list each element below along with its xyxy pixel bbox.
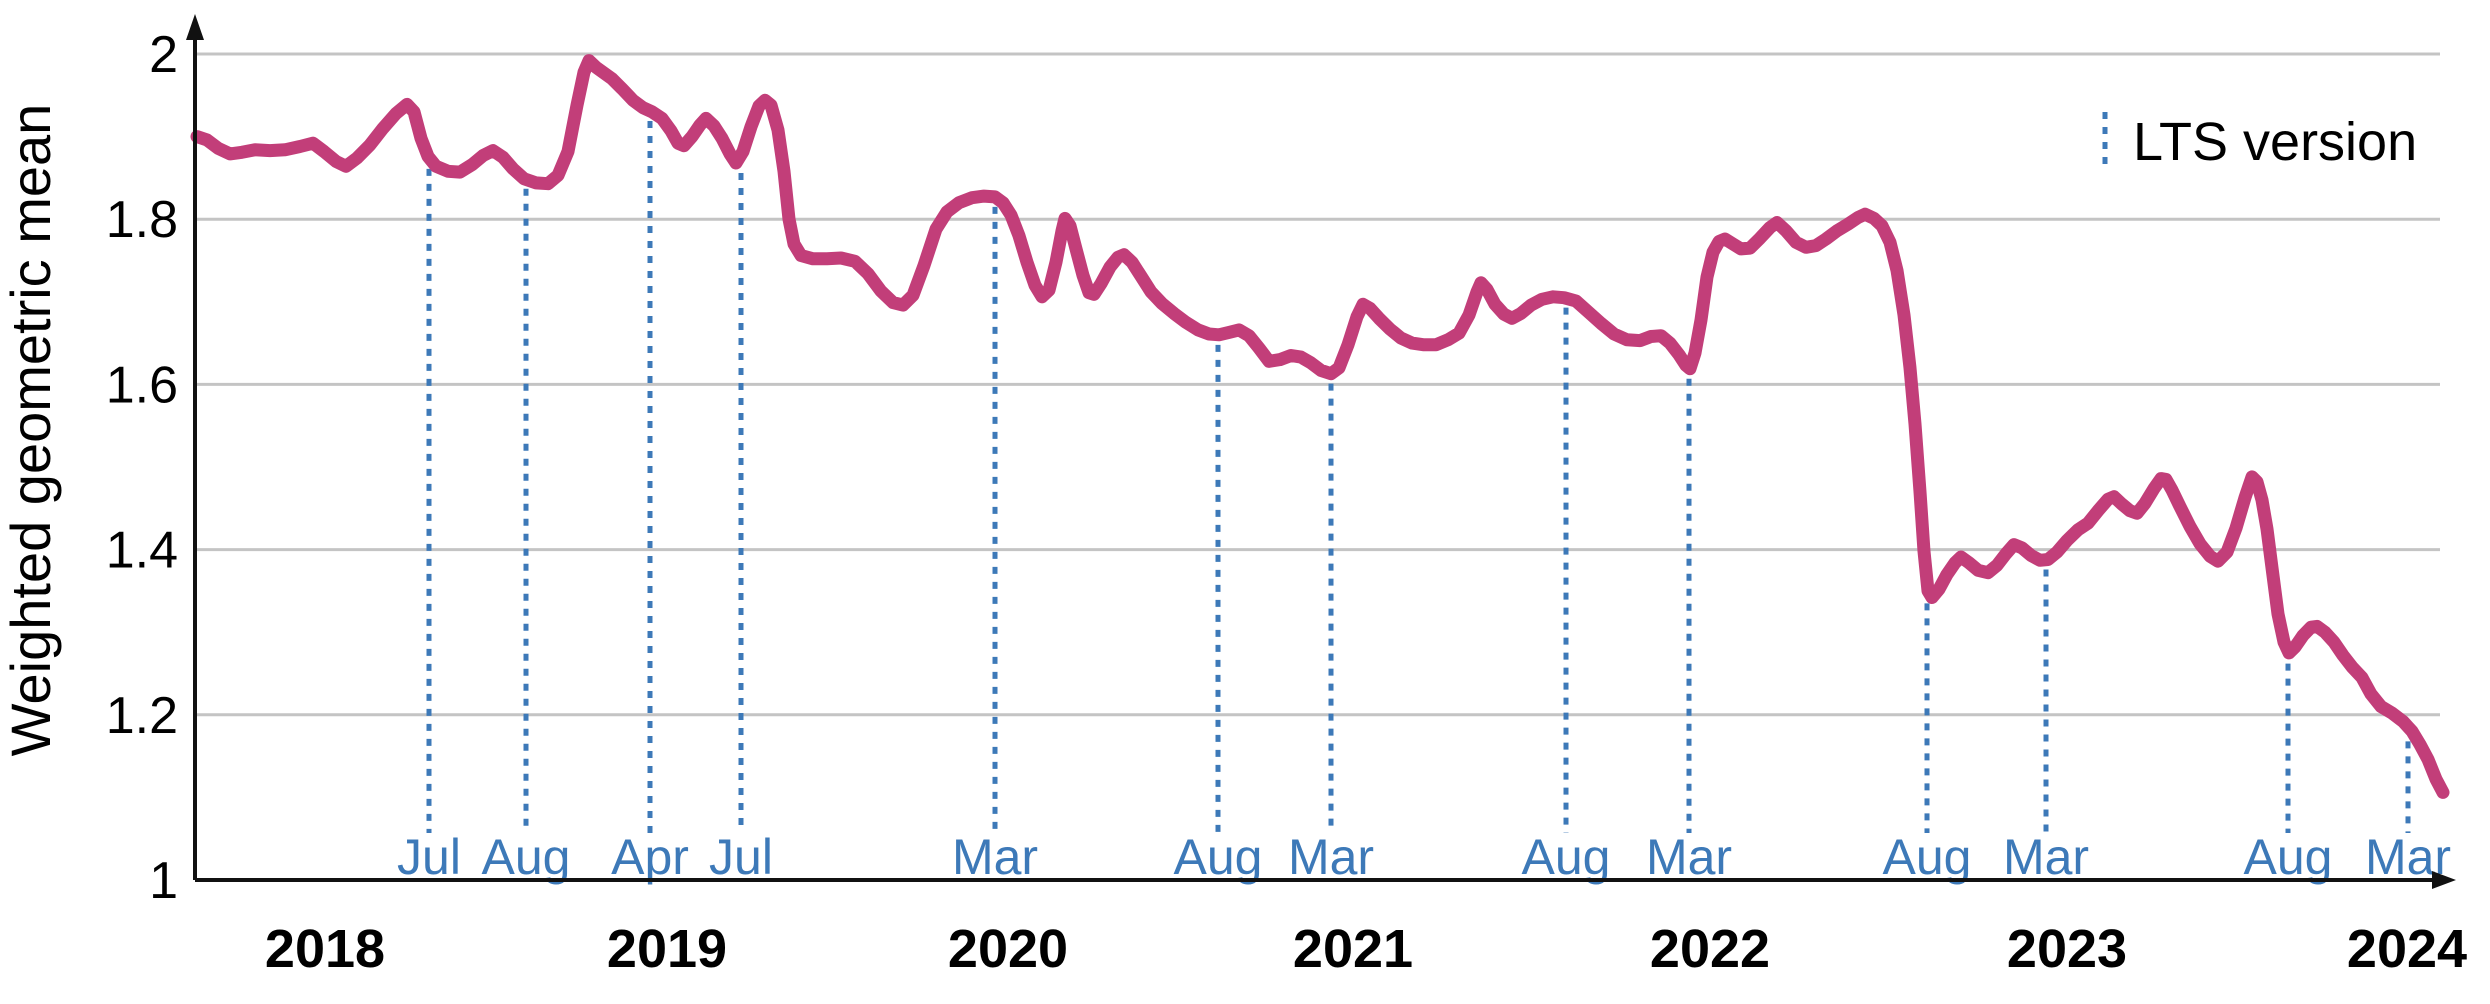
y-tick-label: 1.6 [106, 356, 178, 414]
lts-marker-month-label: Mar [952, 829, 1038, 885]
lts-marker-month-label: Aug [1174, 829, 1263, 885]
lts-marker-month-label: Mar [2003, 829, 2089, 885]
x-tick-year-label: 2019 [607, 919, 727, 979]
y-axis-title: Weighted geometric mean [0, 104, 62, 757]
legend-lts-label: LTS version [2133, 112, 2417, 172]
y-tick-label: 1.4 [106, 522, 178, 580]
lts-marker-month-label: Jul [397, 829, 461, 885]
lts-marker-month-label: Jul [709, 829, 773, 885]
chart-generated-layer: Jul Aug Apr Jul Mar Aug Mar Aug Mar Aug Mar Aug Mar2… [106, 14, 2467, 979]
lts-marker-month-label: Aug [1522, 829, 1611, 885]
x-tick-year-label: 2018 [265, 919, 385, 979]
lts-marker-month-label: Aug [1883, 829, 1972, 885]
x-tick-year-label: 2021 [1293, 919, 1413, 979]
series-line [190, 54, 2450, 799]
lts-marker-month-label: Apr [611, 829, 689, 885]
lts-marker-month-label: Aug [482, 829, 571, 885]
lts-marker-month-label: Mar [1646, 829, 1732, 885]
lts-marker-month-label: Mar [1288, 829, 1374, 885]
y-axis-arrowhead [186, 14, 204, 40]
y-tick-label: 1.2 [106, 687, 178, 745]
x-tick-year-label: 2024 [2347, 919, 2467, 979]
x-tick-year-label: 2022 [1650, 919, 1770, 979]
x-tick-year-label: 2020 [948, 919, 1068, 979]
x-tick-year-label: 2023 [2007, 919, 2127, 979]
y-tick-label: 1 [149, 852, 178, 910]
x-axis-arrowhead [2432, 871, 2456, 889]
y-tick-label: 1.8 [106, 191, 178, 249]
lts-marker-month-label: Aug [2244, 829, 2333, 885]
y-tick-label: 2 [149, 26, 178, 84]
